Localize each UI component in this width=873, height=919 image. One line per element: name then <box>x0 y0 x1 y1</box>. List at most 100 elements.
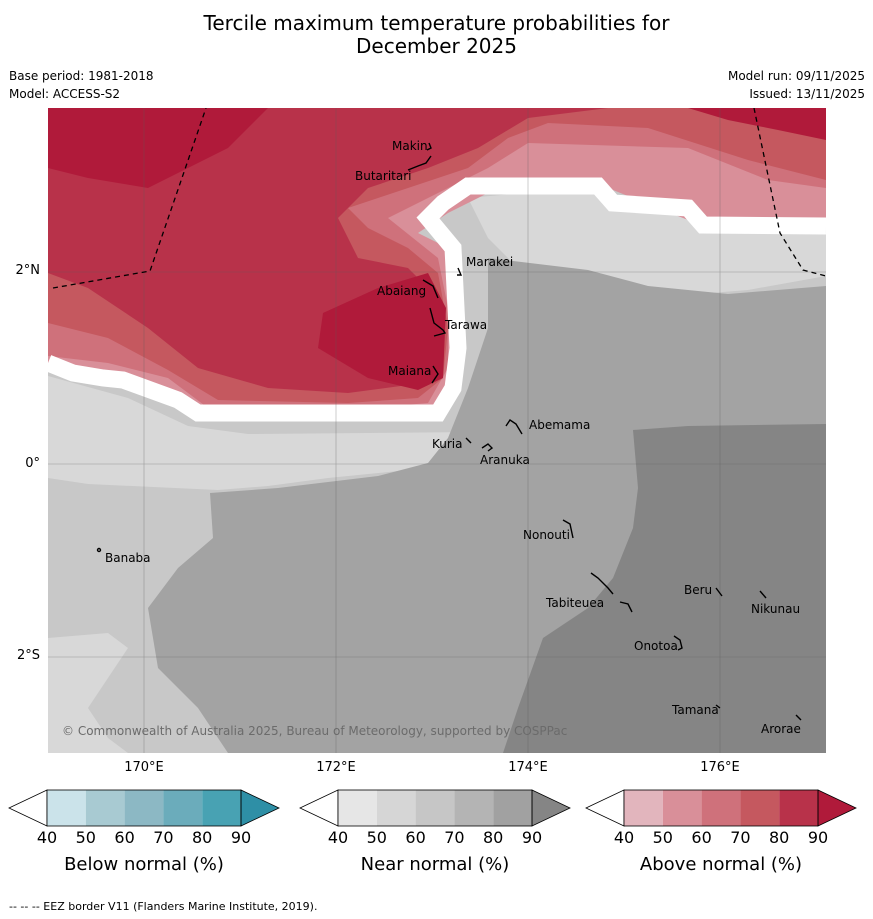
colorbar-segment <box>662 790 702 826</box>
issued-date: Issued: 13/11/2025 <box>749 87 865 101</box>
colorbar-extension-low <box>585 789 625 827</box>
colorbar-outline <box>337 789 533 827</box>
above-normal-80-90-tarawa <box>318 273 446 390</box>
island-marakei <box>457 267 463 276</box>
place-label: Onotoa <box>634 639 678 653</box>
place-label: Nikunau <box>751 602 801 616</box>
colorbar-segment <box>779 790 818 826</box>
island-butaritari <box>407 155 432 171</box>
base-period: Base period: 1981-2018 <box>9 69 154 83</box>
colorbar-tick-label: 50 <box>652 828 673 847</box>
colorbar-segment <box>415 790 455 826</box>
model-name: Model: ACCESS-S2 <box>9 87 121 101</box>
probability-map: Makin Butaritari Marakei Abaiang Tarawa … <box>48 108 826 753</box>
lat-label-0: 0° <box>25 456 40 471</box>
place-label: Tarawa <box>445 318 488 332</box>
colorbar-segment <box>624 790 663 826</box>
title-line-1: Tercile maximum temperature probabilitie… <box>203 11 670 35</box>
colorbar-tick-label: 70 <box>153 828 174 847</box>
island-nikunau <box>759 590 767 599</box>
island-tabiteuea-south <box>619 601 633 613</box>
lat-label-2s: 2°S <box>16 648 40 663</box>
place-label: Tabiteuea <box>546 596 605 610</box>
colorbar-title-above: Above normal (%) <box>639 854 803 875</box>
colorbar-tick-label: 60 <box>691 828 712 847</box>
place-label: Butaritari <box>355 169 412 183</box>
island-tamana <box>715 704 721 709</box>
model-run: Model run: 09/11/2025 <box>727 69 865 83</box>
place-label: Kuria <box>432 437 463 451</box>
colorbar-segment <box>163 790 203 826</box>
place-label: Tamana <box>672 703 719 717</box>
eez-border <box>52 108 826 289</box>
place-label: Beru <box>684 583 713 597</box>
white-transition-band <box>48 177 826 422</box>
colorbar-extension-high <box>817 789 857 827</box>
colorbar-segment <box>338 790 377 826</box>
island-beru <box>715 587 723 597</box>
colorbar-extension-high <box>531 789 571 827</box>
meta-left: Base period: 1981-2018 Model: ACCESS-S2 <box>9 67 154 103</box>
colorbar-tick-label: 70 <box>730 828 751 847</box>
colorbar-tick-label: 90 <box>230 828 252 847</box>
lon-label-170e: 170°E <box>124 760 164 775</box>
island-tarawa <box>429 307 447 337</box>
colorbar-segment <box>85 790 125 826</box>
colorbar-segment <box>124 790 164 826</box>
colorbar-tick-label: 40 <box>36 828 58 847</box>
colorbar-tick-label: 60 <box>114 828 135 847</box>
place-label: Aranuka <box>480 453 530 467</box>
place-label: Abemama <box>529 418 591 432</box>
above-normal-70-80-region <box>48 108 608 393</box>
colorbar-tick-label: 70 <box>444 828 465 847</box>
islands <box>96 142 802 721</box>
island-maiana <box>431 365 439 384</box>
grid-lines <box>48 108 826 753</box>
near-normal-40-50-southwest <box>48 633 128 753</box>
colorbars-svg <box>8 789 857 827</box>
island-nonouti <box>562 519 574 539</box>
colorbar-tick-label: 60 <box>405 828 426 847</box>
lon-label-172e: 172°E <box>316 760 356 775</box>
colorbar-segment <box>202 790 241 826</box>
place-label: Maiana <box>388 364 432 378</box>
copyright-notice: © Commonwealth of Australia 2025, Bureau… <box>62 724 568 738</box>
place-label: Arorae <box>761 722 801 736</box>
island-onotoa <box>673 635 683 651</box>
place-label: Makin <box>392 139 428 153</box>
island-abaiang <box>422 279 439 299</box>
colorbar-tick-label: 80 <box>192 828 213 847</box>
colorbar-tick-label: 80 <box>769 828 790 847</box>
meta-right: Model run: 09/11/2025 Issued: 13/11/2025 <box>728 67 865 103</box>
colorbar-segment <box>493 790 532 826</box>
map-svg <box>48 108 826 753</box>
place-label: Nonouti <box>523 528 570 542</box>
island-makin <box>426 142 432 151</box>
lat-label-2n: 2°N <box>15 263 41 278</box>
above-normal-80-90-northeast <box>688 108 826 140</box>
colorbar-outline <box>46 789 242 827</box>
place-label: Abaiang <box>377 284 427 298</box>
colorbar-segment <box>740 790 780 826</box>
title-line-2: December 2025 <box>356 34 517 58</box>
colorbar-tick-label: 50 <box>75 828 96 847</box>
colorbar-extension-high <box>240 789 280 827</box>
colorbar-tick-label: 90 <box>807 828 829 847</box>
lon-label-174e: 174°E <box>508 760 548 775</box>
colorbar-segment <box>376 790 416 826</box>
island-aranuka <box>481 443 494 452</box>
colorbar-segment <box>47 790 86 826</box>
colorbar-segment <box>701 790 741 826</box>
colorbar-outline <box>623 789 819 827</box>
colorbar-extension-low <box>8 789 48 827</box>
above-normal-80-90-northwest <box>48 108 268 188</box>
chart-title: Tercile maximum temperature probabilitie… <box>0 12 873 58</box>
colorbar-near-normal <box>299 789 571 827</box>
colorbar-title-near: Near normal (%) <box>360 854 510 875</box>
place-label: Marakei <box>466 255 514 269</box>
colorbar-tick-label: 50 <box>366 828 387 847</box>
colorbar-title-below: Below normal (%) <box>64 854 224 875</box>
colorbar-tick-label: 80 <box>483 828 504 847</box>
near-normal-40-50-west <box>48 376 478 490</box>
colorbar-tick-label: 40 <box>613 828 635 847</box>
